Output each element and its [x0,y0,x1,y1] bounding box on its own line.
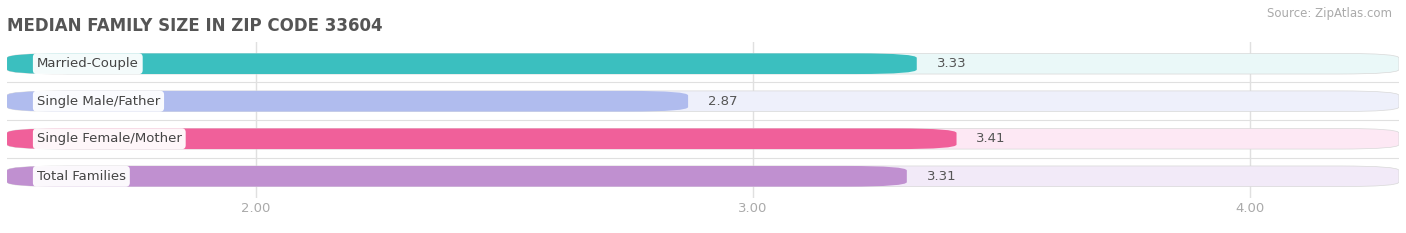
Text: 2.87: 2.87 [709,95,738,108]
FancyBboxPatch shape [7,128,1399,149]
FancyBboxPatch shape [7,166,1399,187]
Text: Married-Couple: Married-Couple [37,57,139,70]
FancyBboxPatch shape [7,53,917,74]
Text: Source: ZipAtlas.com: Source: ZipAtlas.com [1267,7,1392,20]
FancyBboxPatch shape [7,91,688,112]
Text: Total Families: Total Families [37,170,127,183]
Text: Single Male/Father: Single Male/Father [37,95,160,108]
FancyBboxPatch shape [7,91,1399,112]
Text: 3.31: 3.31 [927,170,956,183]
FancyBboxPatch shape [7,53,1399,74]
Text: 3.41: 3.41 [976,132,1005,145]
Text: Single Female/Mother: Single Female/Mother [37,132,181,145]
Text: 3.33: 3.33 [936,57,966,70]
FancyBboxPatch shape [7,128,956,149]
Text: MEDIAN FAMILY SIZE IN ZIP CODE 33604: MEDIAN FAMILY SIZE IN ZIP CODE 33604 [7,17,382,35]
FancyBboxPatch shape [7,166,907,187]
